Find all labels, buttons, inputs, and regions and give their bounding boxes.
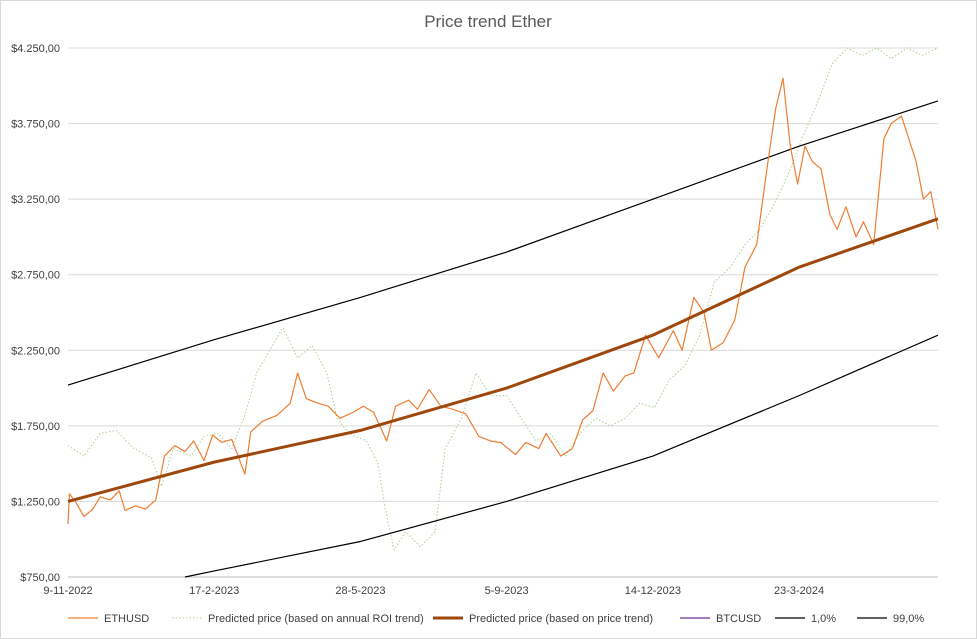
x-tick-label: 14-12-2023 bbox=[625, 585, 681, 597]
series-lines bbox=[67, 47, 939, 578]
series-line-1 bbox=[67, 47, 939, 551]
series-line-2 bbox=[67, 217, 939, 503]
legend-label: Predicted price (based on price trend) bbox=[469, 613, 653, 625]
gridlines bbox=[68, 47, 938, 578]
legend-label: 1,0% bbox=[811, 613, 836, 625]
x-tick-label: 9-11-2022 bbox=[43, 585, 92, 597]
y-axis-tick-labels: $750,00 $1.250,00 $1.750,00 $2.250,00 $2.750… bbox=[11, 43, 60, 584]
series-line-5 bbox=[67, 100, 939, 386]
legend-label: 99,0% bbox=[893, 613, 924, 625]
y-tick-label: $750,00 bbox=[20, 572, 60, 584]
chart-title: Price trend Ether bbox=[424, 12, 552, 31]
y-tick-label: $3.750,00 bbox=[11, 119, 60, 131]
x-tick-label: 5-9-2023 bbox=[485, 585, 529, 597]
x-tick-label: 17-2-2023 bbox=[189, 585, 239, 597]
legend-label: ETHUSD bbox=[104, 613, 149, 625]
y-tick-label: $3.250,00 bbox=[11, 194, 60, 206]
y-tick-label: $2.750,00 bbox=[11, 270, 60, 282]
legend: ETHUSD Predicted price (based on annual R… bbox=[68, 613, 924, 625]
series-line-0 bbox=[67, 77, 939, 525]
y-tick-label: $4.250,00 bbox=[11, 43, 60, 55]
x-tick-label: 28-5-2023 bbox=[335, 585, 385, 597]
x-axis-tick-labels: 9-11-2022 17-2-2023 28-5-2023 5-9-2023 14-12… bbox=[43, 585, 824, 597]
y-tick-label: $1.750,00 bbox=[11, 421, 60, 433]
y-tick-label: $1.250,00 bbox=[11, 496, 60, 508]
legend-label: BTCUSD bbox=[716, 613, 761, 625]
series-line-4 bbox=[184, 334, 939, 578]
y-tick-label: $2.250,00 bbox=[11, 345, 60, 357]
legend-label: Predicted price (based on annual ROI tre… bbox=[208, 613, 424, 625]
x-tick-label: 23-3-2024 bbox=[774, 585, 824, 597]
